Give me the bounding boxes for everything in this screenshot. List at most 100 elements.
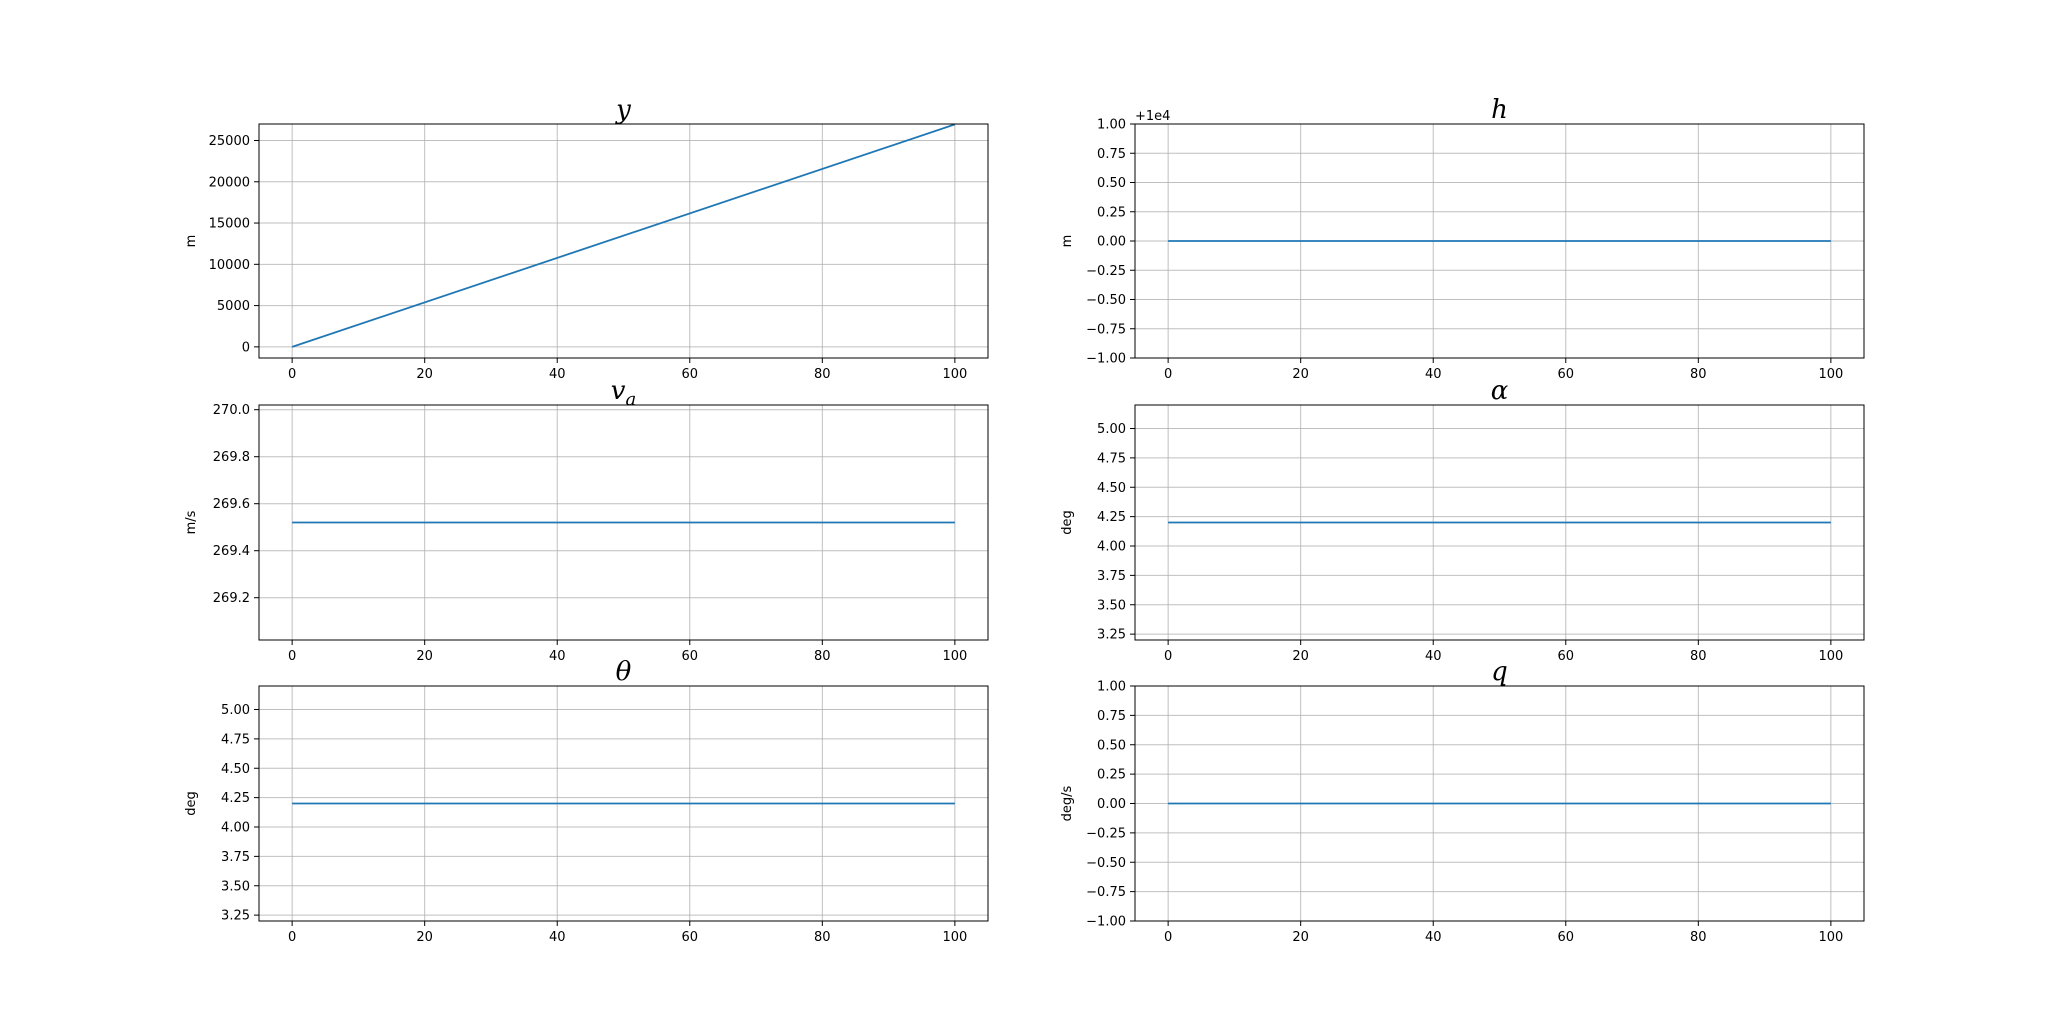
- series-line: [291, 123, 956, 348]
- y-tick-label: 3.50: [221, 879, 250, 894]
- x-tick-label: 0: [288, 930, 296, 945]
- y-tick-label: 1.00: [1097, 118, 1126, 133]
- y-tick-label: −0.50: [1086, 856, 1126, 871]
- y-tick-label: 0.75: [1097, 709, 1126, 724]
- subplot-title-main: θ: [616, 657, 632, 687]
- subplot-title: θ: [616, 657, 632, 687]
- y-tick-label: 0.50: [1097, 176, 1126, 191]
- x-tick-label: 0: [288, 367, 296, 382]
- x-tick-label: 60: [681, 930, 698, 945]
- y-tick-label: 3.25: [221, 909, 250, 924]
- y-axis-label: m: [1060, 235, 1075, 248]
- y-tick-label: 4.25: [221, 791, 250, 806]
- y-offset-label: +1e4: [1135, 109, 1170, 124]
- x-tick-label: 100: [1818, 930, 1843, 945]
- y-tick-label: 4.75: [1097, 451, 1126, 466]
- y-tick-label: 4.25: [1097, 510, 1126, 525]
- x-tick-label: 20: [416, 930, 433, 945]
- y-tick-label: 4.00: [221, 821, 250, 836]
- subplot-title: h: [1491, 95, 1508, 125]
- y-tick-label: 25000: [209, 134, 250, 149]
- x-tick-label: 80: [1690, 649, 1707, 664]
- y-tick-label: 3.75: [221, 850, 250, 865]
- y-axis-label: deg/s: [1060, 785, 1075, 821]
- subplot-3: 0 20 40 60 80 100 269.2 269.4 269.6 269.8 270.0 m/s…: [184, 376, 989, 664]
- axes-frame: [258, 123, 989, 359]
- y-axis-label: m: [184, 235, 199, 248]
- y-tick-label: −0.75: [1086, 322, 1126, 337]
- subplot-title: q: [1491, 657, 1508, 687]
- y-tick-label: 0.25: [1097, 205, 1126, 220]
- y-tick-label: 3.25: [1097, 628, 1126, 643]
- x-tick-label: 20: [416, 367, 433, 382]
- y-tick-label: 10000: [209, 258, 250, 273]
- y-tick-label: −1.00: [1086, 352, 1126, 367]
- x-tick-label: 60: [681, 367, 698, 382]
- y-tick-label: 5.00: [221, 703, 250, 718]
- x-tick-label: 0: [1164, 367, 1172, 382]
- x-tick-label: 60: [1557, 930, 1574, 945]
- y-axis-label: m/s: [184, 510, 199, 534]
- y-tick-label: 4.50: [221, 762, 250, 777]
- subplot-title-main: v: [611, 376, 626, 406]
- subplot-title-subscript: a: [625, 389, 636, 410]
- x-tick-label: 100: [1818, 649, 1843, 664]
- x-tick-label: 0: [1164, 649, 1172, 664]
- x-tick-label: 60: [681, 649, 698, 664]
- x-tick-label: 100: [942, 930, 967, 945]
- axes-frame: [258, 404, 989, 641]
- y-tick-label: 0: [242, 340, 250, 355]
- y-tick-label: 4.50: [1097, 481, 1126, 496]
- x-tick-label: 80: [814, 930, 831, 945]
- x-tick-label: 80: [1690, 367, 1707, 382]
- x-tick-label: 20: [416, 649, 433, 664]
- subplot-1: 0 20 40 60 80 100 0 5000 10000 15000 20000 25000 m y: [184, 95, 989, 382]
- y-tick-label: −0.50: [1086, 293, 1126, 308]
- y-tick-label: 269.2: [213, 591, 250, 606]
- x-tick-label: 40: [1425, 649, 1442, 664]
- subplot-title-main: α: [1491, 376, 1509, 406]
- y-axis-label: deg: [184, 791, 199, 816]
- y-tick-label: 4.75: [221, 732, 250, 747]
- subplot-title-main: q: [1491, 657, 1508, 687]
- x-tick-label: 80: [1690, 930, 1707, 945]
- y-tick-label: 269.8: [213, 450, 250, 465]
- axes-frame: [258, 685, 989, 922]
- subplot-title-main: y: [615, 95, 631, 125]
- y-tick-label: 5.00: [1097, 422, 1126, 437]
- y-tick-label: −0.75: [1086, 885, 1126, 900]
- x-tick-label: 20: [1292, 367, 1309, 382]
- y-tick-label: 4.00: [1097, 540, 1126, 555]
- subplot-2: 0 20 40 60 80 100 −1.00 −0.75 −0.50 −0.25 0.00 0.25…: [1060, 95, 1865, 382]
- y-tick-label: 5000: [217, 299, 250, 314]
- x-tick-label: 40: [1425, 930, 1442, 945]
- x-tick-label: 20: [1292, 930, 1309, 945]
- x-tick-label: 0: [1164, 930, 1172, 945]
- x-tick-label: 40: [1425, 367, 1442, 382]
- x-tick-label: 100: [942, 649, 967, 664]
- y-axis-label: deg: [1060, 510, 1075, 535]
- y-tick-label: 0.00: [1097, 235, 1126, 250]
- y-tick-label: 269.4: [213, 544, 250, 559]
- x-tick-label: 40: [549, 367, 566, 382]
- y-tick-label: 1.00: [1097, 680, 1126, 695]
- x-tick-label: 80: [814, 649, 831, 664]
- x-tick-label: 100: [942, 367, 967, 382]
- x-tick-label: 60: [1557, 367, 1574, 382]
- subplot-title-main: h: [1491, 95, 1508, 125]
- axes-frame: [1134, 404, 1865, 641]
- subplot-title: α: [1491, 376, 1509, 406]
- x-tick-label: 40: [549, 649, 566, 664]
- y-tick-label: 270.0: [213, 403, 250, 418]
- y-tick-label: 0.75: [1097, 147, 1126, 162]
- subplot-title: y: [615, 95, 631, 125]
- y-tick-label: 0.50: [1097, 738, 1126, 753]
- y-tick-label: 0.00: [1097, 797, 1126, 812]
- x-tick-label: 60: [1557, 649, 1574, 664]
- subplot-title: va: [611, 376, 636, 410]
- y-tick-label: 0.25: [1097, 768, 1126, 783]
- x-tick-label: 80: [814, 367, 831, 382]
- subplot-6: 0 20 40 60 80 100 −1.00 −0.75 −0.50 −0.25 0.00 0.25…: [1060, 657, 1865, 945]
- y-tick-label: 3.50: [1097, 598, 1126, 613]
- y-tick-label: 269.6: [213, 497, 250, 512]
